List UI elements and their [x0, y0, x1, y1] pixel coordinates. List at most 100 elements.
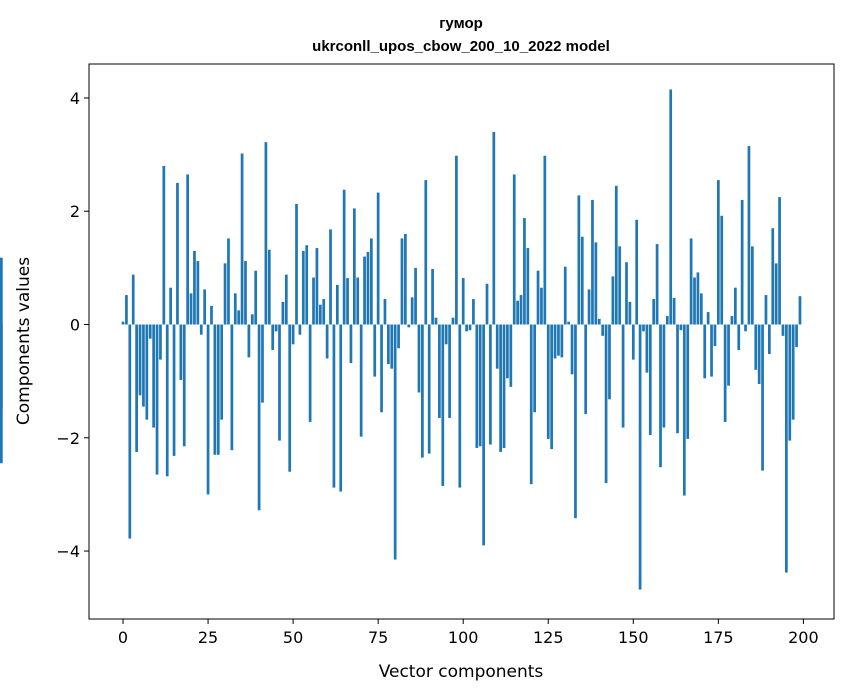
bar-104: [475, 324, 479, 448]
bar-137: [587, 289, 591, 325]
bar-16: [176, 182, 179, 325]
bar-141: [601, 324, 605, 336]
y-tick-label: 2: [70, 202, 80, 221]
x-axis-label: Vector components: [379, 662, 544, 682]
bar-44: [271, 324, 275, 350]
bar-84: [407, 324, 411, 328]
bar-146: [618, 246, 622, 325]
bar-41: [261, 324, 264, 403]
bar-120: [529, 324, 533, 485]
bar-150: [631, 324, 635, 360]
bar-68: [352, 208, 356, 325]
bar-77: [383, 299, 387, 325]
bar-91: [431, 269, 434, 325]
y-tick-label: −2: [56, 429, 80, 448]
bar-61: [329, 229, 332, 325]
bar-149: [628, 301, 632, 325]
bar-166: [686, 324, 690, 439]
bar-115: [512, 174, 516, 325]
bar-69: [356, 277, 360, 325]
bar-174: [713, 324, 717, 347]
bar-65: [342, 189, 346, 325]
bar-4: [135, 324, 138, 452]
bar-108: [489, 324, 492, 445]
bar-170: [699, 293, 703, 325]
bar-22: [196, 261, 200, 325]
bar-110: [495, 324, 499, 369]
bar-164: [679, 324, 683, 331]
bar-83: [404, 233, 407, 325]
bar-81: [397, 324, 400, 349]
bar-172: [706, 312, 710, 325]
bar-73: [369, 238, 373, 325]
x-tick-label: 75: [368, 628, 388, 647]
bar-55: [308, 324, 312, 422]
bar-34: [237, 310, 241, 325]
bar-199: [798, 296, 802, 325]
bar-158: [659, 324, 662, 468]
bar-52: [298, 324, 302, 335]
bar-114: [509, 324, 513, 387]
bar-186: [754, 324, 758, 370]
bar-70: [359, 324, 363, 437]
plot-frame: [88, 63, 835, 620]
bar-113: [506, 324, 509, 379]
bar-128: [557, 324, 560, 356]
x-tick-label: 100: [448, 628, 479, 647]
bar-25: [206, 324, 210, 495]
bar-31: [227, 238, 230, 325]
bar-18: [182, 324, 186, 447]
bar-176: [720, 215, 724, 325]
bar-133: [574, 324, 577, 519]
bar-62: [332, 324, 336, 488]
bar-3: [131, 274, 135, 325]
bar-154: [645, 324, 649, 373]
bar-189: [764, 295, 768, 325]
y-tick-label: 4: [70, 89, 80, 108]
bar-159: [662, 324, 666, 428]
bar-100: [461, 278, 465, 325]
bar-118: [523, 218, 526, 325]
bar-177: [723, 324, 727, 422]
bar-92: [434, 317, 438, 325]
bar-192: [774, 263, 778, 325]
chart-title: гумор: [439, 15, 483, 32]
bar-103: [472, 299, 475, 325]
bar-147: [621, 324, 625, 428]
bar-196: [788, 324, 792, 441]
bar-7: [145, 324, 149, 420]
bar-86: [414, 267, 417, 325]
bar-30: [223, 263, 227, 325]
bar-28: [216, 324, 220, 455]
bar-183: [744, 324, 747, 332]
bar-123: [540, 287, 543, 325]
bar-116: [516, 300, 519, 325]
bar-99: [458, 324, 462, 488]
bar-98: [455, 155, 458, 325]
bar-194: [781, 324, 785, 336]
bar-139: [594, 242, 598, 325]
bar-54: [305, 245, 309, 325]
bar-20: [189, 293, 193, 325]
bar-143: [608, 324, 611, 400]
bar-94: [441, 324, 445, 486]
bar-107: [485, 283, 489, 325]
bar-78: [387, 324, 390, 365]
bar-50: [291, 324, 295, 345]
bar-109: [492, 131, 496, 325]
bar-12: [162, 165, 166, 325]
bar-162: [672, 297, 676, 325]
bar-127: [553, 324, 557, 359]
bar-76: [380, 324, 383, 413]
y-tick-label: −4: [56, 542, 80, 561]
bar-49: [288, 324, 292, 472]
bar-37: [247, 324, 251, 358]
x-tick-label: 50: [283, 628, 303, 647]
bar-5: [138, 324, 142, 396]
bar-71: [363, 256, 366, 325]
bar-9: [152, 324, 155, 428]
bar-97: [451, 317, 455, 325]
x-tick-label: 25: [198, 628, 218, 647]
bar-74: [373, 324, 377, 377]
